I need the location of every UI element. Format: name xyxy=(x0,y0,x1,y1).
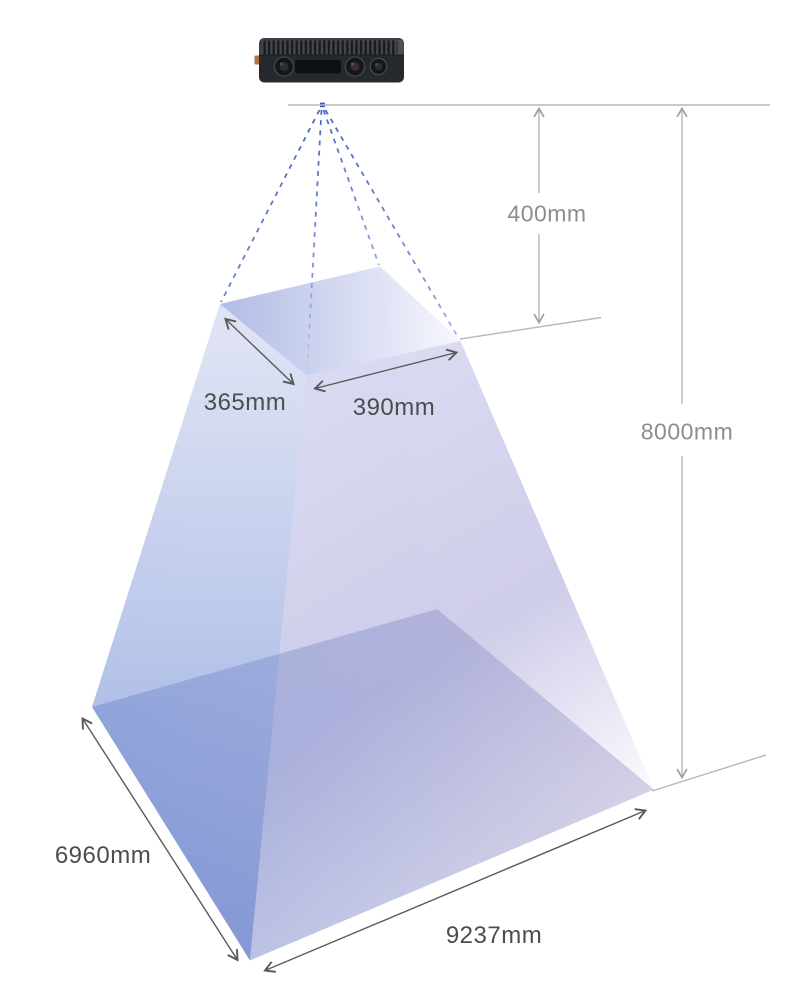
near-plane-extension-line xyxy=(459,316,602,340)
fov-frustum xyxy=(92,266,654,961)
label-near-plane-width: 390mm xyxy=(352,394,436,421)
fov-ray-left xyxy=(220,109,321,303)
far-depth-arrow xyxy=(81,716,239,962)
camera-lens-middle xyxy=(344,56,366,77)
label-min-working-distance: 400mm xyxy=(507,200,587,227)
dimension-arrows-dark xyxy=(81,317,648,973)
far-plane-extension-line xyxy=(651,754,767,792)
fov-rays xyxy=(220,109,460,374)
fov-ray-back xyxy=(322,109,380,266)
label-far-plane-depth: 6960mm xyxy=(54,842,152,869)
camera-lens-right xyxy=(369,57,388,76)
near-depth-arrow xyxy=(224,317,295,386)
fov-ray-front xyxy=(306,109,323,374)
dimension-lines-light xyxy=(288,104,770,792)
depth-camera-icon xyxy=(254,38,404,83)
label-far-plane-width: 9237mm xyxy=(445,922,543,949)
fov-ray-right xyxy=(324,109,460,340)
label-near-plane-depth: 365mm xyxy=(203,389,287,416)
label-max-working-distance: 8000mm xyxy=(640,418,734,445)
far-width-arrow xyxy=(263,808,648,973)
camera-lens-left xyxy=(273,56,295,77)
near-width-arrow xyxy=(313,348,459,393)
